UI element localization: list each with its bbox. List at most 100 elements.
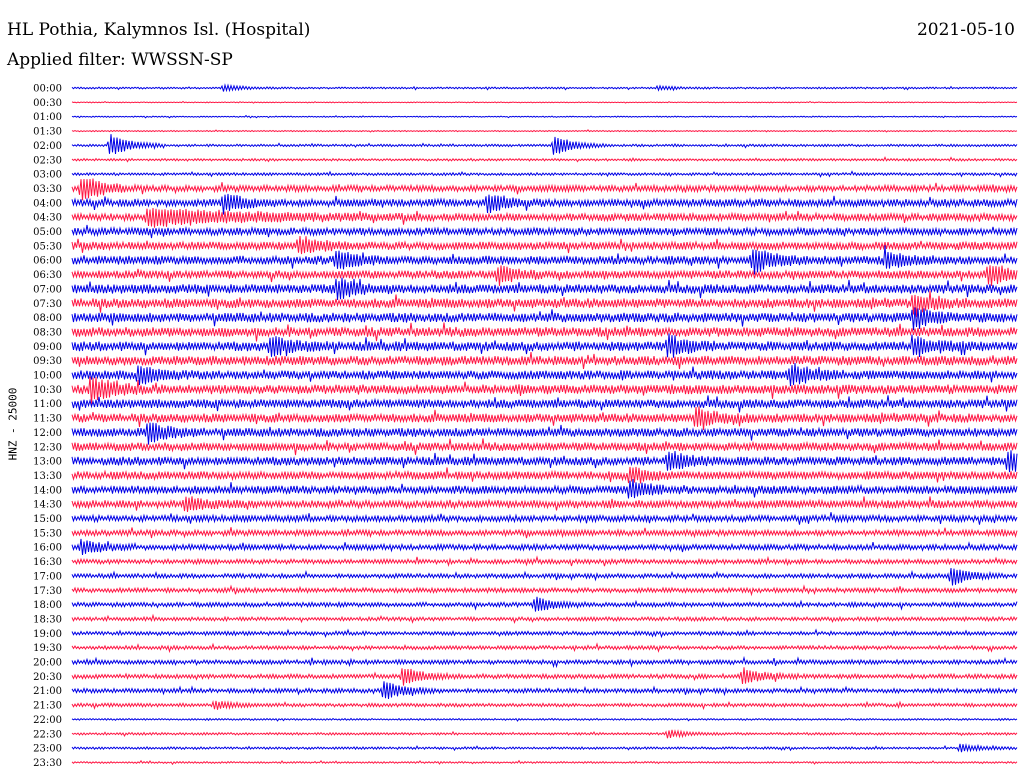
seismic-trace — [71, 717, 1018, 722]
seismic-trace — [71, 236, 1018, 255]
seismic-trace — [71, 129, 1018, 133]
trace-time-label: 18:00 — [33, 600, 62, 611]
seismic-trace — [71, 395, 1018, 413]
seismic-trace — [71, 193, 1018, 215]
record-date: 2021-05-10 — [916, 20, 1015, 40]
trace-time-label: 12:30 — [33, 442, 62, 453]
trace-time-label: 06:00 — [33, 256, 62, 267]
trace-time-label: 15:30 — [33, 528, 62, 539]
seismic-trace — [71, 759, 1018, 766]
trace-time-label: 17:30 — [33, 586, 62, 597]
trace-time-label: 19:30 — [33, 643, 62, 654]
trace-time-label: 06:30 — [33, 270, 62, 281]
seismic-trace — [71, 322, 1018, 342]
trace-time-label: 03:00 — [33, 170, 62, 181]
seismic-trace — [71, 555, 1018, 567]
seismic-trace — [71, 134, 1018, 155]
trace-time-label: 05:30 — [33, 241, 62, 252]
trace-time-label: 01:30 — [33, 127, 62, 138]
seismic-trace — [71, 406, 1018, 431]
seismic-trace — [71, 512, 1018, 525]
trace-time-label: 01:00 — [33, 112, 62, 123]
trace-time-label: 21:00 — [33, 686, 62, 697]
station-title: HL Pothia, Kalymnos Isl. (Hospital) — [7, 20, 311, 40]
seismic-trace — [71, 277, 1018, 300]
seismic-trace — [71, 245, 1018, 275]
trace-time-label: 09:00 — [33, 342, 62, 353]
seismic-trace — [71, 642, 1018, 654]
seismic-trace — [71, 83, 1018, 93]
seismic-trace — [71, 362, 1018, 387]
seismic-trace — [71, 613, 1018, 624]
seismic-trace — [71, 450, 1018, 473]
trace-time-label: 05:00 — [33, 227, 62, 238]
trace-time-label: 20:00 — [33, 658, 62, 669]
trace-time-label: 22:30 — [33, 729, 62, 740]
trace-time-label: 16:00 — [33, 543, 62, 554]
seismic-trace — [71, 584, 1018, 597]
seismic-trace — [71, 479, 1018, 499]
seismic-trace — [71, 729, 1018, 739]
trace-time-label: 22:00 — [33, 715, 62, 726]
trace-time-label: 19:00 — [33, 629, 62, 640]
trace-time-label: 23:30 — [33, 758, 62, 769]
trace-time-label: 02:00 — [33, 141, 62, 152]
seismic-trace — [71, 207, 1018, 228]
trace-time-label: 14:00 — [33, 485, 62, 496]
trace-time-label: 18:30 — [33, 614, 62, 625]
seismic-trace — [71, 527, 1018, 539]
seismic-trace — [71, 743, 1018, 753]
trace-time-label: 14:30 — [33, 500, 62, 511]
seismic-trace — [71, 438, 1018, 456]
seismic-trace — [71, 114, 1018, 119]
seismic-trace — [71, 466, 1018, 484]
seismic-trace — [71, 224, 1018, 239]
seismic-trace — [71, 170, 1018, 178]
seismic-trace — [71, 156, 1018, 163]
trace-time-label: 15:00 — [33, 514, 62, 525]
trace-time-label: 21:30 — [33, 701, 62, 712]
trace-time-label: 13:00 — [33, 457, 62, 468]
trace-time-label: 07:30 — [33, 299, 62, 310]
seismic-trace — [71, 567, 1018, 586]
trace-time-label: 02:30 — [33, 155, 62, 166]
trace-time-label: 12:00 — [33, 428, 62, 439]
seismic-trace — [71, 307, 1018, 331]
trace-time-label: 03:30 — [33, 184, 62, 195]
trace-time-label: 00:00 — [33, 84, 62, 95]
trace-time-label: 13:30 — [33, 471, 62, 482]
trace-time-label: 17:00 — [33, 571, 62, 582]
seismic-trace — [71, 265, 1018, 286]
seismic-trace — [71, 333, 1018, 358]
trace-time-label: 00:30 — [33, 98, 62, 109]
trace-time-label: 20:30 — [33, 672, 62, 683]
trace-time-label: 23:00 — [33, 744, 62, 755]
seismic-trace — [71, 628, 1018, 639]
seismic-trace — [71, 290, 1018, 318]
seismic-trace — [71, 352, 1018, 370]
trace-time-label: 04:00 — [33, 198, 62, 209]
seismic-trace — [71, 178, 1018, 201]
trace-time-label: 08:00 — [33, 313, 62, 324]
trace-time-label: 11:30 — [33, 414, 62, 425]
trace-time-label: 16:30 — [33, 557, 62, 568]
trace-time-label: 09:30 — [33, 356, 62, 367]
trace-time-label: 08:30 — [33, 327, 62, 338]
trace-time-label: 10:30 — [33, 385, 62, 396]
seismic-trace — [71, 699, 1018, 711]
seismic-trace — [71, 496, 1018, 513]
seismic-trace — [71, 655, 1018, 669]
seismic-trace — [71, 376, 1018, 406]
seismic-trace — [71, 667, 1018, 686]
filter-label: Applied filter: WWSSN-SP — [7, 50, 233, 70]
seismic-trace — [71, 596, 1018, 612]
trace-time-label: 11:00 — [33, 399, 62, 410]
seismic-trace — [71, 422, 1018, 445]
seismic-trace — [71, 100, 1018, 104]
trace-time-label: 04:30 — [33, 213, 62, 224]
seismic-trace — [71, 538, 1018, 555]
trace-time-label: 10:00 — [33, 371, 62, 382]
trace-time-label: 07:00 — [33, 284, 62, 295]
seismic-trace — [71, 681, 1018, 700]
